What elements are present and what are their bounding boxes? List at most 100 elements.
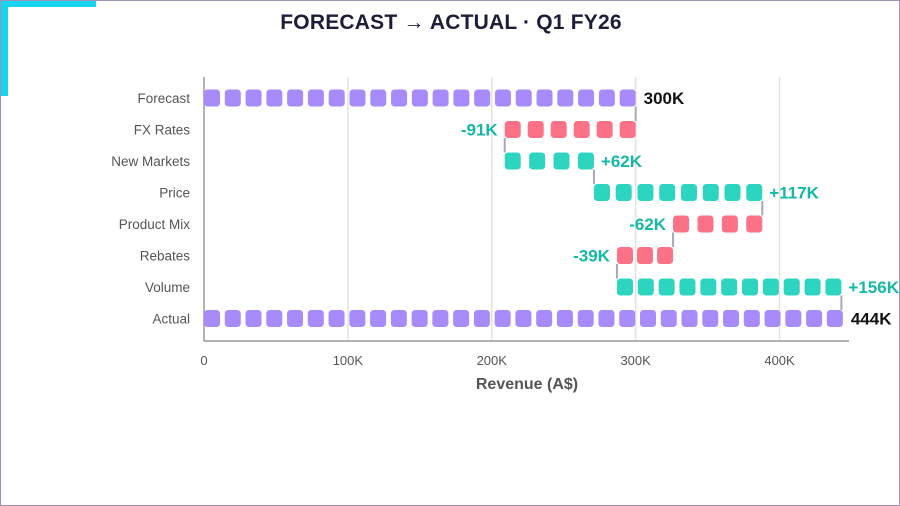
bar-block — [659, 184, 676, 201]
bar-block — [723, 310, 740, 327]
bar-block — [224, 310, 241, 327]
bar-block — [474, 89, 491, 107]
bar-block — [619, 121, 636, 138]
bar-block — [536, 310, 553, 327]
x-tick-label: 400K — [764, 353, 795, 368]
bar-block — [370, 89, 387, 107]
bar-block — [598, 89, 615, 107]
bar-block — [391, 89, 408, 107]
bar-block — [702, 310, 719, 327]
bar-block — [556, 310, 573, 327]
bar-block — [783, 278, 800, 296]
bar-block — [578, 89, 595, 107]
bar-block — [349, 89, 366, 107]
bar-block — [743, 310, 760, 327]
bar-block — [224, 89, 241, 107]
bar-block — [411, 89, 428, 107]
bar-block — [637, 184, 654, 201]
data-label: -91K — [461, 121, 499, 140]
data-label: 444K — [851, 310, 892, 329]
bar-block — [700, 278, 717, 296]
category-label: Actual — [152, 312, 190, 327]
bar-block — [826, 310, 843, 327]
bar-block — [658, 278, 675, 296]
bar-block — [307, 310, 324, 327]
bar-block — [679, 278, 696, 296]
bar-block — [660, 310, 677, 327]
bar-block — [619, 89, 636, 107]
bar-block — [287, 89, 304, 107]
bar-block — [746, 215, 763, 233]
bar-block — [307, 89, 324, 107]
bar-block — [504, 152, 521, 170]
bar-block — [637, 247, 654, 264]
x-axis-title: Revenue (A$) — [476, 376, 578, 393]
bar-block — [639, 310, 656, 327]
bar-block — [432, 89, 449, 107]
bar-block — [453, 310, 470, 327]
data-label: +156K — [848, 278, 899, 297]
bar-block — [245, 310, 262, 327]
x-tick-label: 0 — [200, 353, 207, 368]
bar-block — [266, 89, 283, 107]
bar-block — [473, 310, 490, 327]
bar-block — [680, 184, 697, 201]
category-label: Product Mix — [119, 217, 191, 232]
bar-block — [673, 215, 690, 233]
data-label: +117K — [769, 184, 819, 203]
x-tick-label: 200K — [477, 353, 508, 368]
bar-block — [577, 310, 594, 327]
bar-block — [515, 310, 532, 327]
data-label: 300K — [644, 89, 685, 108]
bar-block — [328, 310, 345, 327]
bar-block — [681, 310, 698, 327]
bar-block — [615, 184, 632, 201]
bar-block — [370, 310, 387, 327]
bar-block — [287, 310, 304, 327]
bar-block — [721, 278, 738, 296]
data-label: +62K — [601, 152, 643, 171]
bar-block — [494, 310, 511, 327]
category-label: Price — [159, 186, 190, 201]
bar-block — [494, 89, 511, 107]
bar-block — [515, 89, 532, 107]
bar-block — [825, 278, 842, 296]
bar-block — [596, 121, 613, 138]
bar-block — [762, 278, 779, 296]
bar-block — [390, 310, 407, 327]
bar-block — [657, 247, 674, 264]
bar-block — [266, 310, 283, 327]
bar-block — [804, 278, 821, 296]
chart-title: FORECAST → ACTUAL · Q1 FY26 — [280, 11, 622, 34]
bar-block — [724, 184, 741, 201]
bar-block — [536, 89, 553, 107]
bar-block — [550, 121, 567, 138]
bar-block — [806, 310, 823, 327]
data-label: -39K — [573, 247, 611, 266]
bar-block — [721, 215, 738, 233]
bar-block — [204, 310, 220, 327]
bar-block — [637, 278, 654, 296]
bar-block — [349, 310, 366, 327]
bar-block — [204, 89, 220, 107]
bar-block — [577, 152, 594, 170]
x-tick-label: 100K — [333, 353, 364, 368]
bar-block — [504, 121, 521, 138]
category-label: Forecast — [137, 91, 190, 106]
bar-block — [742, 278, 759, 296]
bar-block — [702, 184, 719, 201]
accent-bar-left — [1, 1, 8, 96]
bar-block — [245, 89, 262, 107]
bar-block — [616, 247, 633, 264]
bar-block — [764, 310, 781, 327]
bar-block — [598, 310, 615, 327]
bar-block — [697, 215, 714, 233]
x-tick-label: 300K — [620, 353, 651, 368]
bar-block — [453, 89, 470, 107]
accent-bar-top — [1, 1, 96, 7]
bar-block — [328, 89, 345, 107]
category-label: Rebates — [140, 249, 191, 264]
bar-block — [619, 310, 636, 327]
